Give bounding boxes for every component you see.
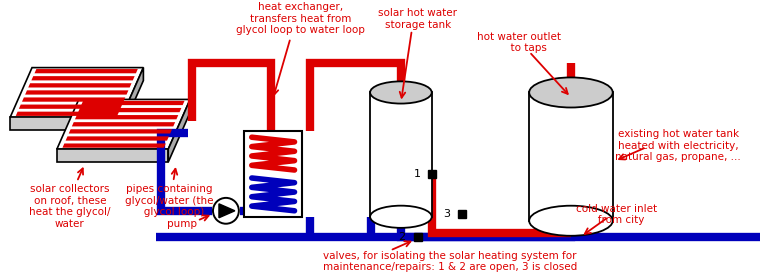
Text: hot water outlet
      to taps: hot water outlet to taps: [477, 32, 561, 53]
Polygon shape: [66, 136, 169, 141]
Polygon shape: [57, 149, 169, 162]
Ellipse shape: [530, 206, 613, 236]
Ellipse shape: [370, 206, 432, 228]
Polygon shape: [169, 100, 190, 162]
Polygon shape: [15, 112, 119, 116]
Polygon shape: [29, 83, 131, 88]
Text: valves, for isolating the solar heating system for
maintenance/repairs: 1 & 2 ar: valves, for isolating the solar heating …: [322, 250, 577, 272]
Polygon shape: [69, 129, 172, 133]
Ellipse shape: [370, 81, 432, 104]
Text: solar collectors
on roof, these
heat the glycol/
water: solar collectors on roof, these heat the…: [29, 184, 111, 229]
Bar: [414, 233, 422, 241]
Polygon shape: [63, 143, 165, 148]
Polygon shape: [32, 76, 135, 80]
Polygon shape: [57, 100, 190, 149]
Polygon shape: [121, 68, 143, 130]
Text: 2: 2: [398, 232, 406, 242]
Text: pipes containing
glycol/water (the
   glycol loop): pipes containing glycol/water (the glyco…: [125, 184, 213, 217]
Text: existing hot water tank
heated with electricity,
natural gas, propane, ...: existing hot water tank heated with elec…: [615, 129, 741, 162]
Bar: [370, 93, 432, 217]
Polygon shape: [72, 122, 175, 126]
Polygon shape: [219, 204, 235, 218]
Polygon shape: [75, 115, 179, 119]
Circle shape: [213, 198, 239, 224]
Polygon shape: [22, 98, 125, 102]
Text: solar hot water
storage tank: solar hot water storage tank: [378, 8, 458, 29]
Bar: [427, 170, 436, 178]
Bar: [458, 210, 465, 218]
Polygon shape: [10, 68, 143, 117]
Text: pump: pump: [167, 219, 197, 229]
Bar: [530, 93, 613, 221]
Text: 1: 1: [414, 169, 421, 179]
Bar: [243, 131, 302, 217]
Text: 3: 3: [443, 209, 450, 219]
Polygon shape: [26, 90, 128, 95]
Polygon shape: [35, 69, 138, 73]
Polygon shape: [19, 105, 122, 109]
Polygon shape: [78, 108, 182, 112]
Polygon shape: [81, 101, 185, 105]
Polygon shape: [10, 117, 121, 130]
Ellipse shape: [530, 78, 613, 108]
Text: cold water inlet
   from city: cold water inlet from city: [576, 204, 657, 225]
Text: heat exchanger,
transfers heat from
glycol loop to water loop: heat exchanger, transfers heat from glyc…: [236, 2, 365, 35]
